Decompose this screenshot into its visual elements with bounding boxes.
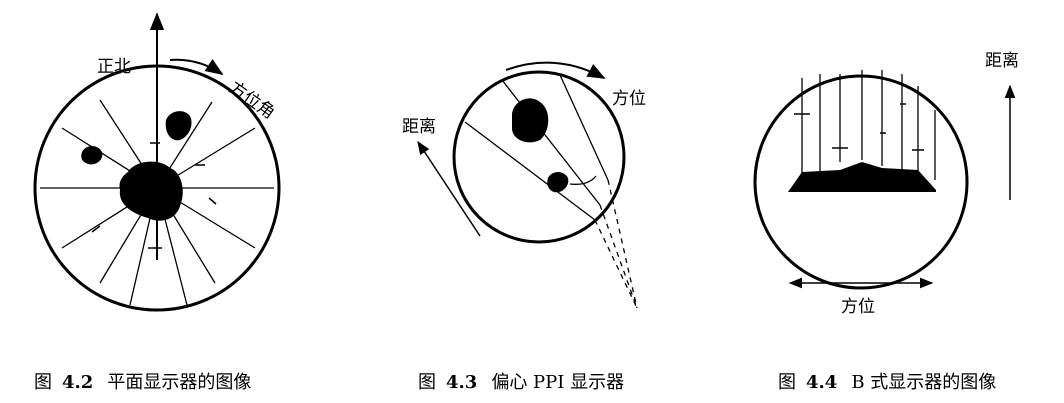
caption-4-3: 图 4.3 偏心 PPI 显示器	[418, 372, 624, 393]
caption-text: 平面显示器的图像	[107, 372, 251, 393]
figure-4-2: 正北 方位角	[33, 12, 281, 312]
range-label: 距离	[985, 51, 1019, 71]
north-label: 正北	[97, 57, 131, 77]
small-echo-blob	[547, 172, 569, 193]
azimuth-angle-label: 方位角	[225, 78, 278, 124]
caption-number: 4.2	[62, 372, 93, 393]
range-arrow	[417, 140, 481, 237]
offcenter-screen-circle	[452, 70, 626, 244]
target-marks	[794, 103, 924, 151]
caption-prefix: 图	[34, 372, 52, 393]
caption-4-2: 图 4.2 平面显示器的图像	[34, 372, 251, 393]
angle-arc	[569, 175, 597, 185]
ground-clutter	[788, 162, 936, 192]
caption-4-4: 图 4.4 B 式显示器的图像	[778, 372, 996, 393]
vertical-sweep-lines	[801, 70, 936, 186]
azimuth-label: 方位	[612, 89, 646, 109]
echo-blob-left	[81, 146, 103, 165]
range-label: 距离	[402, 117, 436, 137]
caption-text: 偏心 PPI 显示器	[491, 372, 624, 393]
azimuth-arc-arrow	[169, 58, 224, 75]
figure-4-4: 距离 方位	[753, 51, 1019, 317]
azimuth-arc-arrow	[505, 61, 606, 79]
caption-prefix: 图	[418, 372, 436, 393]
extension-lines-dashed	[594, 179, 638, 309]
target-marks	[91, 142, 217, 249]
caption-text: B 式显示器的图像	[851, 372, 996, 393]
figure-4-3: 距离 方位	[402, 61, 646, 309]
svg-text:图4.3偏心 PPI 显示器: 图 4.3 偏心 PPI 显示器	[418, 372, 624, 393]
caption-prefix: 图	[778, 372, 796, 393]
caption-number: 4.3	[446, 372, 477, 393]
azimuth-label: 方位	[841, 297, 875, 317]
caption-number: 4.4	[806, 372, 837, 393]
large-echo-blob	[512, 98, 549, 143]
svg-text:图4.4B 式显示器的图像: 图 4.4 B 式显示器的图像	[778, 372, 996, 393]
central-echo-blob	[119, 161, 183, 221]
echo-blob-upper-right	[165, 111, 192, 141]
sweep-lines	[464, 74, 609, 221]
